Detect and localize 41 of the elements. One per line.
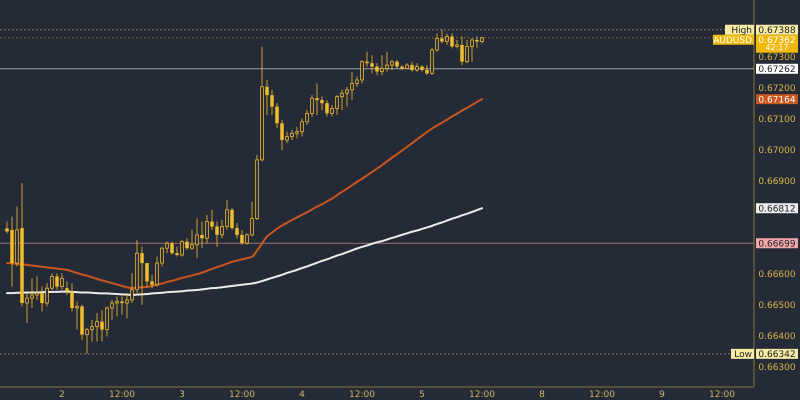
y-tick-label: 0.67100 xyxy=(758,115,796,126)
y-tick-label: 0.67200 xyxy=(758,84,796,94)
text: 0.66812 xyxy=(758,204,796,214)
x-tick-label: 12:00 xyxy=(469,390,496,400)
text: 0.67164 xyxy=(758,95,796,106)
x-tick-label: 8 xyxy=(539,390,546,400)
x-tick-label: 12:00 xyxy=(709,390,736,400)
x-tick-label: 12:00 xyxy=(349,390,376,400)
annotation: AUDUSD xyxy=(713,36,752,46)
candlestick xyxy=(65,280,69,296)
candlestick xyxy=(275,102,279,129)
ref-line-label: 0.67388 xyxy=(758,26,796,36)
x-tick-label: 12:00 xyxy=(229,390,256,400)
annotation: High xyxy=(731,26,752,36)
candlestick xyxy=(370,54,374,74)
candlestick xyxy=(230,208,234,230)
y-tick-label: 0.67300 xyxy=(758,53,796,64)
x-tick-label: 12:00 xyxy=(589,390,616,400)
candlestick xyxy=(270,89,274,116)
x-tick-label: 5 xyxy=(419,390,425,400)
y-tick-label: 0.66600 xyxy=(758,270,796,280)
candlestick xyxy=(210,209,214,230)
y-tick-label: 0.66900 xyxy=(758,177,796,188)
ref-line-label: 0.66342 xyxy=(758,350,796,360)
x-tick-label: 3 xyxy=(179,390,185,400)
y-tick-label: 0.67000 xyxy=(758,146,796,156)
y-tick-label: 0.66300 xyxy=(758,363,796,374)
x-tick-label: 4 xyxy=(299,390,306,400)
candlestick xyxy=(170,241,174,256)
candlestick xyxy=(235,222,239,239)
annotation: Low xyxy=(734,350,752,360)
candlestick xyxy=(140,246,144,306)
y-tick-label: 0.66500 xyxy=(758,301,796,312)
candlestick xyxy=(320,96,324,110)
y-tick-label: 0.66400 xyxy=(758,332,796,342)
x-tick-label: 2 xyxy=(59,390,65,400)
ref-line-label: 0.66699 xyxy=(758,239,796,250)
x-tick-label: 9 xyxy=(659,390,666,400)
ref-line-label: 0.67262 xyxy=(758,64,796,75)
x-tick-label: 12:00 xyxy=(109,390,136,400)
text: 42:17 xyxy=(765,43,789,52)
